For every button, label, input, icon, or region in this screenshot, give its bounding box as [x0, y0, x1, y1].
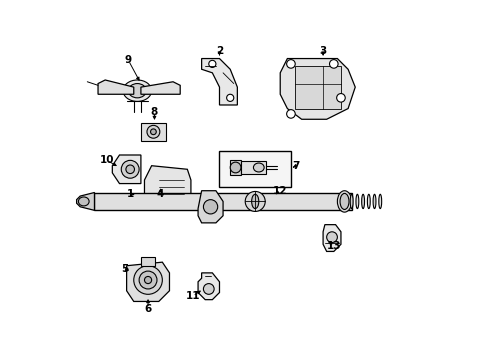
Ellipse shape [251, 194, 258, 208]
Ellipse shape [339, 193, 348, 210]
Circle shape [226, 94, 233, 102]
Polygon shape [98, 80, 134, 94]
Circle shape [244, 192, 264, 211]
Circle shape [134, 266, 162, 294]
Bar [141, 123, 165, 141]
Circle shape [147, 125, 160, 138]
Text: 8: 8 [150, 107, 158, 117]
Ellipse shape [128, 84, 146, 98]
Circle shape [329, 60, 337, 68]
Circle shape [286, 60, 295, 68]
Ellipse shape [355, 194, 358, 208]
Ellipse shape [78, 197, 89, 206]
Circle shape [203, 284, 214, 294]
Polygon shape [112, 155, 141, 184]
Bar [219, 152, 290, 187]
Circle shape [326, 232, 337, 243]
Bar [141, 257, 155, 266]
Circle shape [125, 165, 134, 174]
Bar [241, 161, 265, 174]
Polygon shape [201, 59, 237, 105]
Polygon shape [126, 262, 169, 301]
Ellipse shape [366, 194, 369, 208]
Text: 1: 1 [126, 189, 134, 199]
Polygon shape [77, 193, 94, 210]
Text: 13: 13 [326, 241, 340, 251]
Text: 4: 4 [157, 189, 164, 199]
Circle shape [208, 60, 216, 67]
Polygon shape [141, 82, 180, 94]
Text: 10: 10 [100, 156, 114, 165]
Ellipse shape [253, 163, 264, 172]
Circle shape [203, 200, 217, 214]
Circle shape [286, 110, 295, 118]
Polygon shape [323, 225, 340, 251]
Polygon shape [280, 59, 354, 119]
Text: 9: 9 [124, 55, 132, 65]
Text: 7: 7 [292, 161, 299, 171]
Text: 2: 2 [215, 46, 223, 57]
Text: 5: 5 [121, 264, 128, 274]
Bar [294, 66, 340, 109]
Ellipse shape [123, 80, 151, 102]
Polygon shape [144, 166, 190, 208]
Ellipse shape [349, 194, 352, 208]
Text: 6: 6 [144, 303, 151, 314]
Circle shape [150, 129, 156, 135]
Ellipse shape [378, 194, 381, 208]
Bar [230, 159, 241, 175]
Ellipse shape [361, 194, 364, 208]
Circle shape [336, 94, 345, 102]
Circle shape [121, 160, 139, 178]
Polygon shape [198, 191, 223, 223]
Text: 11: 11 [185, 291, 200, 301]
Ellipse shape [337, 191, 351, 212]
Ellipse shape [372, 194, 375, 208]
Polygon shape [198, 273, 219, 300]
Circle shape [139, 271, 157, 289]
Text: 12: 12 [272, 186, 287, 196]
Text: 3: 3 [319, 46, 326, 57]
Circle shape [230, 162, 241, 173]
Circle shape [144, 276, 151, 284]
Bar [94, 193, 351, 210]
